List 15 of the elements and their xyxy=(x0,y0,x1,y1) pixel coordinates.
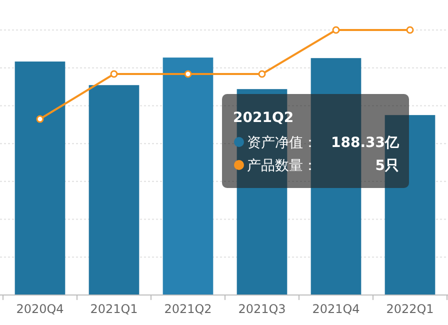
annotation: 产品数量： xyxy=(247,158,317,174)
x-tick-label: 2020Q4 xyxy=(16,302,64,316)
bar xyxy=(384,115,436,295)
x-tick-label: 2021Q2 xyxy=(164,302,212,316)
annotation: 2021Q2 xyxy=(233,110,294,126)
bar xyxy=(162,58,214,295)
x-tick-label: 2021Q4 xyxy=(312,302,360,316)
x-tick-label: 2021Q3 xyxy=(238,302,286,316)
bar xyxy=(88,85,140,295)
annotation: 5只 xyxy=(375,158,399,174)
x-tick-label: 2022Q1 xyxy=(386,302,434,316)
annotation: 188.33亿 xyxy=(330,135,400,151)
annotation: 资产净值： xyxy=(247,135,317,151)
x-tick-label: 2021Q1 xyxy=(90,302,138,316)
bar xyxy=(14,62,66,295)
